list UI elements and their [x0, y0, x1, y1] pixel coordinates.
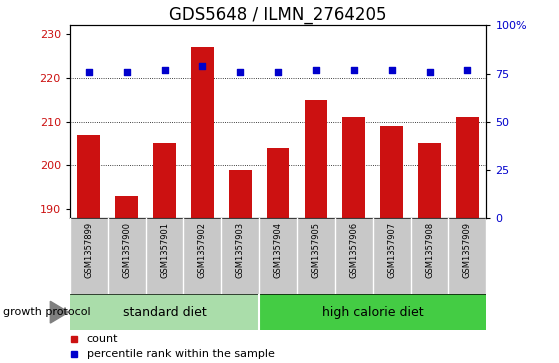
Text: GSM1357908: GSM1357908: [425, 221, 434, 278]
Text: GSM1357900: GSM1357900: [122, 221, 131, 278]
Polygon shape: [50, 301, 68, 323]
Text: high calorie diet: high calorie diet: [322, 306, 424, 319]
Text: GSM1357904: GSM1357904: [273, 221, 283, 278]
Title: GDS5648 / ILMN_2764205: GDS5648 / ILMN_2764205: [169, 6, 387, 24]
Bar: [305, 100, 328, 218]
Bar: [448, 218, 486, 294]
Text: standard diet: standard diet: [122, 306, 206, 319]
Text: GSM1357901: GSM1357901: [160, 221, 169, 278]
Point: [274, 69, 283, 74]
Bar: [145, 218, 183, 294]
Bar: [335, 218, 373, 294]
Bar: [418, 143, 441, 218]
Bar: [456, 117, 479, 218]
Point: [84, 69, 93, 74]
Bar: [191, 47, 214, 218]
Point: [122, 69, 131, 74]
Point: [425, 69, 434, 74]
Text: percentile rank within the sample: percentile rank within the sample: [87, 349, 274, 359]
Bar: [411, 218, 448, 294]
Point: [160, 67, 169, 73]
Point: [349, 67, 358, 73]
Bar: [108, 218, 145, 294]
Bar: [373, 218, 411, 294]
Text: GSM1357902: GSM1357902: [198, 221, 207, 278]
Bar: [343, 117, 365, 218]
Text: GSM1357906: GSM1357906: [349, 221, 358, 278]
Point: [236, 69, 245, 74]
Bar: [267, 148, 290, 218]
Point: [387, 67, 396, 73]
Bar: [70, 218, 108, 294]
Text: GSM1357905: GSM1357905: [311, 221, 320, 278]
Point: [198, 63, 207, 69]
Bar: [70, 294, 259, 330]
Text: GSM1357899: GSM1357899: [84, 221, 93, 278]
Bar: [380, 126, 403, 218]
Bar: [229, 170, 252, 218]
Text: GSM1357909: GSM1357909: [463, 221, 472, 278]
Bar: [259, 294, 486, 330]
Text: count: count: [87, 334, 118, 344]
Bar: [115, 196, 138, 218]
Bar: [259, 218, 297, 294]
Point: [311, 67, 320, 73]
Bar: [183, 218, 221, 294]
Point: [463, 67, 472, 73]
Text: growth protocol: growth protocol: [3, 307, 91, 317]
Bar: [78, 135, 100, 218]
Bar: [153, 143, 176, 218]
Bar: [221, 218, 259, 294]
Bar: [297, 218, 335, 294]
Text: GSM1357903: GSM1357903: [236, 221, 245, 278]
Text: GSM1357907: GSM1357907: [387, 221, 396, 278]
